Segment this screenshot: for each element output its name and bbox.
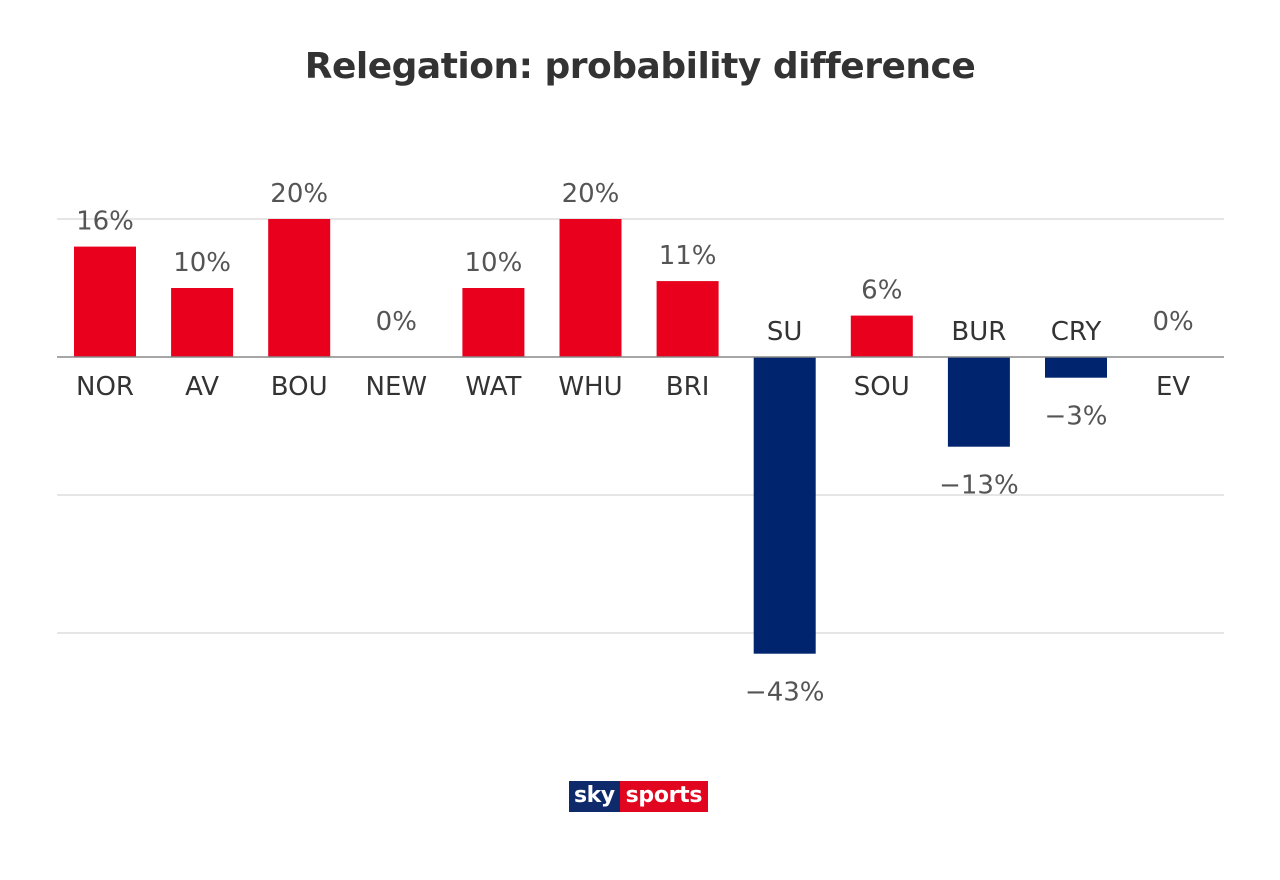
category-label-cry: CRY xyxy=(1051,317,1102,347)
value-label-whu: 20% xyxy=(562,179,620,209)
category-label-av: AV xyxy=(185,372,219,402)
bar-bri xyxy=(656,281,719,357)
category-label-new: NEW xyxy=(366,372,428,402)
value-label-new: 0% xyxy=(376,307,417,337)
value-label-su: −43% xyxy=(745,678,825,708)
value-label-wat: 10% xyxy=(465,248,523,278)
bar-nor xyxy=(74,246,136,357)
value-label-bur: −13% xyxy=(939,471,1019,501)
category-label-bri: BRI xyxy=(666,372,710,402)
value-label-sou: 6% xyxy=(861,276,902,306)
category-label-whu: WHU xyxy=(558,372,622,402)
gridlines xyxy=(57,218,1224,634)
bar-sou xyxy=(850,315,913,357)
category-label-su: SU xyxy=(767,317,803,347)
category-label-wat: WAT xyxy=(465,372,521,402)
category-label-bou: BOU xyxy=(271,372,328,402)
bar-su xyxy=(753,357,816,654)
value-label-ev: 0% xyxy=(1152,307,1193,337)
bars xyxy=(74,219,1107,654)
category-label-ev: EV xyxy=(1156,372,1190,402)
value-label-bri: 11% xyxy=(659,241,717,271)
category-label-nor: NOR xyxy=(76,372,134,402)
value-label-nor: 16% xyxy=(76,207,134,237)
value-label-cry: −3% xyxy=(1044,402,1107,432)
value-label-bou: 20% xyxy=(270,179,328,209)
sky-sports-logo: sky sports xyxy=(569,781,709,812)
bar-bur xyxy=(947,357,1010,447)
bar-bou xyxy=(268,219,331,357)
bar-av xyxy=(171,288,234,357)
chart-title: Relegation: probability difference xyxy=(304,46,976,87)
bar-whu xyxy=(559,219,622,357)
labels: NOR 16% AV 10% BOU 20% NEW 0% WAT 10% WHU 20% BRI 11%… xyxy=(76,179,1194,708)
category-label-bur: BUR xyxy=(951,317,1006,347)
logo-sky-text: sky xyxy=(569,781,620,812)
value-label-av: 10% xyxy=(173,248,231,278)
category-label-sou: SOU xyxy=(854,372,910,402)
bar-wat xyxy=(462,288,525,357)
logo-sports-text: sports xyxy=(619,781,709,812)
bar-cry xyxy=(1045,357,1107,378)
